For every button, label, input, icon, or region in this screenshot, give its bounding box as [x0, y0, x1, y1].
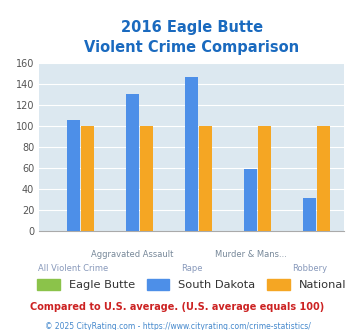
Bar	[303, 198, 316, 231]
Text: Rape: Rape	[181, 264, 202, 273]
Text: © 2025 CityRating.com - https://www.cityrating.com/crime-statistics/: © 2025 CityRating.com - https://www.city…	[45, 322, 310, 330]
Title: 2016 Eagle Butte
Violent Crime Comparison: 2016 Eagle Butte Violent Crime Compariso…	[84, 20, 299, 54]
Text: All Violent Crime: All Violent Crime	[38, 264, 109, 273]
Text: Compared to U.S. average. (U.S. average equals 100): Compared to U.S. average. (U.S. average …	[31, 302, 324, 312]
Bar	[244, 169, 257, 231]
Text: Aggravated Assault: Aggravated Assault	[92, 250, 174, 259]
Bar	[140, 126, 153, 231]
Text: Murder & Mans...: Murder & Mans...	[215, 250, 287, 259]
Bar	[317, 126, 331, 231]
Bar	[81, 126, 94, 231]
Bar	[67, 119, 80, 231]
Text: Robbery: Robbery	[292, 264, 327, 273]
Bar	[258, 126, 272, 231]
Legend: Eagle Butte, South Dakota, National: Eagle Butte, South Dakota, National	[31, 274, 352, 296]
Bar	[185, 78, 198, 231]
Bar	[200, 126, 212, 231]
Bar	[126, 94, 139, 231]
